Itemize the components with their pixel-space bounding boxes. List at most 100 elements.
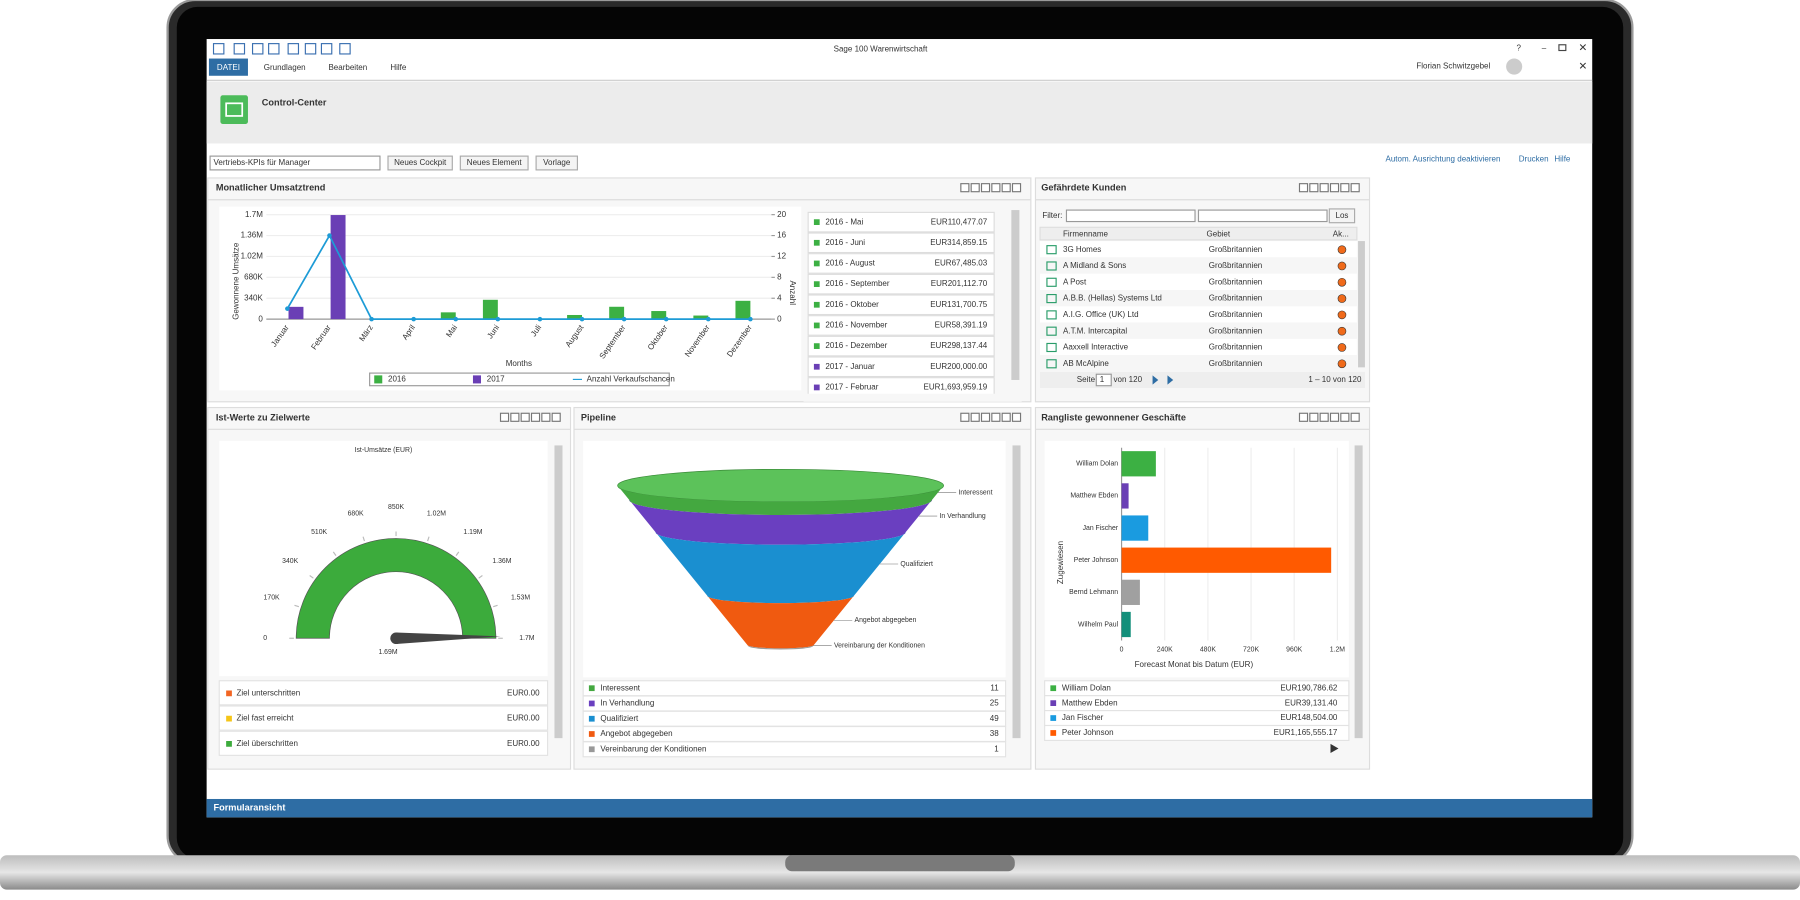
page-input[interactable] — [1095, 373, 1112, 387]
panel-button[interactable] — [1319, 412, 1329, 422]
toolbar-icon[interactable] — [287, 43, 300, 55]
toolbar-icon[interactable] — [233, 43, 246, 55]
help-button[interactable]: ? — [1516, 43, 1521, 52]
panel-button[interactable] — [499, 412, 510, 422]
toolbar-link[interactable]: Hilfe — [1554, 155, 1571, 164]
column-header[interactable]: Ak... — [1333, 229, 1349, 238]
panel-button[interactable] — [551, 412, 561, 422]
minimize[interactable]: – — [1542, 43, 1547, 52]
panel-button[interactable] — [1001, 183, 1011, 193]
filter-button[interactable] — [1328, 208, 1356, 224]
list-row[interactable] — [807, 211, 995, 233]
column-header[interactable]: Gebiet — [1207, 229, 1231, 238]
table-row[interactable] — [1040, 241, 1357, 258]
gauge-tick — [362, 536, 366, 542]
scrollbar[interactable] — [554, 445, 563, 739]
play-button[interactable] — [1330, 743, 1339, 754]
panel-button[interactable] — [520, 412, 530, 422]
scrollbar[interactable] — [1011, 210, 1020, 380]
panel-button[interactable] — [980, 412, 991, 422]
line-marker — [369, 316, 374, 322]
toolbar-button[interactable] — [459, 155, 529, 171]
panel-button[interactable] — [970, 183, 980, 193]
panel-button[interactable] — [1350, 183, 1360, 193]
panel-button[interactable] — [1329, 412, 1340, 422]
panel-button[interactable] — [1350, 412, 1360, 422]
panel-button[interactable] — [1340, 412, 1350, 422]
toolbar-button-label[interactable]: Vorlage — [543, 158, 571, 167]
list-row[interactable] — [807, 232, 995, 254]
toolbar-icon[interactable] — [251, 43, 264, 55]
menu-item[interactable]: Grundlagen — [264, 63, 306, 72]
cockpit-select[interactable] — [209, 155, 381, 171]
panel-button[interactable] — [530, 412, 541, 422]
list-row[interactable] — [807, 253, 995, 274]
filter-button-label[interactable]: Los — [1335, 211, 1348, 220]
toolbar-button-label[interactable]: Neues Cockpit — [394, 158, 447, 167]
column-header[interactable]: Firmenname — [1063, 229, 1109, 238]
pager-button[interactable] — [1167, 375, 1174, 385]
panel-button[interactable] — [960, 183, 970, 193]
scrollbar[interactable] — [1354, 445, 1363, 739]
panel-button[interactable] — [980, 183, 991, 193]
line — [286, 233, 751, 320]
panel-button[interactable] — [1298, 412, 1309, 422]
toolbar-icon[interactable] — [304, 43, 317, 55]
table-row[interactable] — [1040, 355, 1357, 372]
panel-button[interactable] — [991, 412, 1001, 422]
list-row[interactable] — [807, 335, 995, 357]
filter-input[interactable] — [1197, 209, 1328, 223]
panel-button[interactable] — [510, 412, 520, 422]
pager-button[interactable] — [1152, 375, 1159, 385]
table-row[interactable] — [1040, 338, 1357, 356]
panel-button[interactable] — [1329, 183, 1340, 193]
toolbar-link[interactable]: Autom. Ausrichtung deaktivieren — [1386, 155, 1501, 164]
toolbar-icon[interactable] — [320, 43, 333, 55]
close[interactable]: ✕ — [1578, 43, 1587, 54]
list-row[interactable] — [807, 294, 995, 316]
scrollbar[interactable] — [1358, 241, 1365, 368]
avatar[interactable] — [1506, 58, 1523, 75]
table-row[interactable] — [1040, 289, 1357, 307]
y-tick-label: Peter Johnson — [1074, 557, 1119, 564]
restore[interactable] — [1558, 44, 1567, 52]
line-marker — [705, 316, 711, 322]
table-row[interactable] — [1040, 273, 1357, 290]
list-label: 2016 - Dezember — [825, 341, 887, 350]
table-row[interactable] — [1040, 257, 1357, 274]
panel-button[interactable] — [1309, 412, 1319, 422]
list-row[interactable] — [807, 356, 995, 378]
panel-button[interactable] — [541, 412, 551, 422]
panel-button[interactable] — [991, 183, 1001, 193]
menu-item[interactable]: Bearbeiten — [328, 63, 367, 72]
toolbar-icon[interactable] — [268, 43, 280, 55]
close-doc[interactable]: ✕ — [1578, 61, 1587, 72]
menu-item[interactable]: DATEI — [217, 63, 240, 72]
file-tab[interactable] — [208, 58, 248, 76]
page-number[interactable]: 1 — [1100, 375, 1105, 384]
table-row[interactable] — [1040, 306, 1357, 323]
list-row[interactable] — [807, 315, 995, 336]
panel-button[interactable] — [960, 412, 970, 422]
panel-button[interactable] — [1001, 412, 1011, 422]
toolbar-link[interactable]: Drucken — [1519, 155, 1549, 164]
toolbar-button-label[interactable]: Neues Element — [467, 158, 523, 167]
list-row[interactable] — [807, 273, 995, 295]
toolbar-button[interactable] — [387, 155, 453, 171]
panel-button[interactable] — [1319, 183, 1329, 193]
menu-item[interactable]: Hilfe — [390, 63, 407, 72]
user-name[interactable]: Florian Schwitzgebel — [1416, 62, 1490, 71]
filter-select[interactable] — [1065, 209, 1196, 223]
toolbar-icon[interactable] — [212, 43, 225, 55]
panel-button[interactable] — [1011, 183, 1022, 193]
toolbar-icon[interactable] — [339, 43, 351, 55]
panel-button[interactable] — [1309, 183, 1319, 193]
panel-button[interactable] — [970, 412, 980, 422]
table-row[interactable] — [1040, 322, 1357, 339]
gauge-tick-label: 0 — [263, 635, 267, 642]
panel-button[interactable] — [1298, 183, 1309, 193]
panel-button[interactable] — [1340, 183, 1350, 193]
scrollbar[interactable] — [1012, 445, 1021, 739]
toolbar-button[interactable] — [535, 155, 578, 171]
panel-button[interactable] — [1011, 412, 1022, 422]
